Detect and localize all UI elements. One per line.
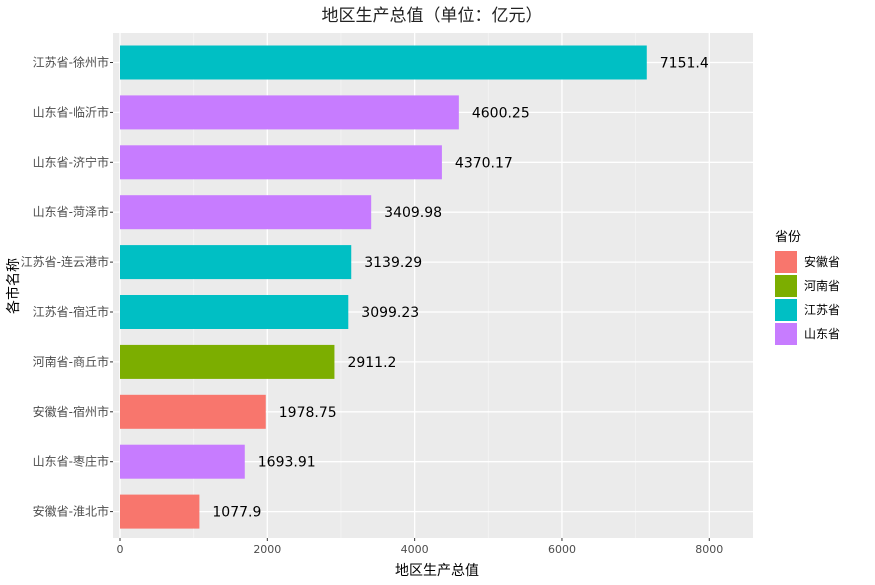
legend-label: 江苏省	[804, 303, 840, 317]
y-tick-label: 江苏省-宿迁市	[33, 304, 109, 319]
x-tick-label: 8000	[695, 543, 723, 556]
bar	[120, 145, 442, 180]
y-tick-label: 山东省-菏泽市	[33, 204, 109, 219]
bar	[120, 444, 245, 479]
legend-key	[775, 275, 797, 297]
bar	[120, 45, 647, 80]
y-tick-label: 江苏省-连云港市	[21, 254, 109, 269]
legend-label: 安徽省	[804, 254, 840, 269]
x-tick-label: 2000	[253, 543, 281, 556]
y-tick-label: 江苏省-徐州市	[33, 55, 109, 70]
legend-title: 省份	[775, 230, 801, 245]
y-tick-label: 山东省-济宁市	[33, 154, 109, 169]
bar	[120, 95, 459, 130]
bar-value-label: 1693.91	[258, 455, 316, 471]
bar-value-label: 3409.98	[384, 205, 442, 221]
bar-value-label: 3099.23	[361, 305, 419, 321]
bar	[120, 394, 266, 429]
bar-value-label: 3139.29	[364, 255, 422, 271]
legend-key	[775, 299, 797, 321]
y-tick-label: 山东省-临沂市	[33, 104, 109, 119]
x-tick-label: 0	[117, 543, 124, 556]
legend-key	[775, 251, 797, 273]
bar-value-label: 1077.9	[212, 505, 261, 521]
bar	[120, 344, 335, 379]
bar-value-label: 4600.25	[472, 105, 530, 121]
y-tick-label: 山东省-枣庄市	[33, 454, 109, 469]
x-axis: 0 2000 4000 6000 8000	[117, 538, 723, 556]
bar	[120, 195, 372, 230]
bar-value-label: 7151.4	[660, 56, 709, 72]
data-labels-group: 7151.4 4600.25 4370.17 3409.98 3139.29 3099.2…	[212, 56, 708, 521]
bar	[120, 245, 352, 280]
legend-key	[775, 323, 797, 345]
y-tick-label: 河南省-商丘市	[33, 354, 109, 369]
bar	[120, 295, 349, 329]
y-axis: 江苏省-徐州市山东省-临沂市山东省-济宁市山东省-菏泽市江苏省-连云港市江苏省-…	[21, 55, 113, 519]
bar-value-label: 2911.2	[347, 355, 396, 371]
chart-title: 地区生产总值（单位：亿元）	[322, 6, 543, 26]
bar-value-label: 4370.17	[455, 155, 513, 171]
x-tick-label: 4000	[401, 543, 429, 556]
x-axis-title: 地区生产总值	[395, 563, 479, 579]
bars-group	[120, 45, 647, 529]
legend-label: 山东省	[804, 327, 840, 341]
bar	[120, 494, 200, 529]
y-tick-label: 安徽省-淮北市	[33, 504, 109, 519]
x-tick-label: 6000	[548, 543, 576, 556]
y-axis-title: 各市名称	[5, 258, 22, 314]
legend-label: 河南省	[804, 278, 840, 293]
y-tick-label: 安徽省-宿州市	[33, 404, 109, 419]
bar-value-label: 1978.75	[279, 405, 337, 421]
